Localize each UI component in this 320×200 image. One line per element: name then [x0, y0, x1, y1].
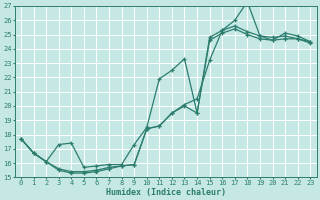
X-axis label: Humidex (Indice chaleur): Humidex (Indice chaleur) [106, 188, 226, 197]
